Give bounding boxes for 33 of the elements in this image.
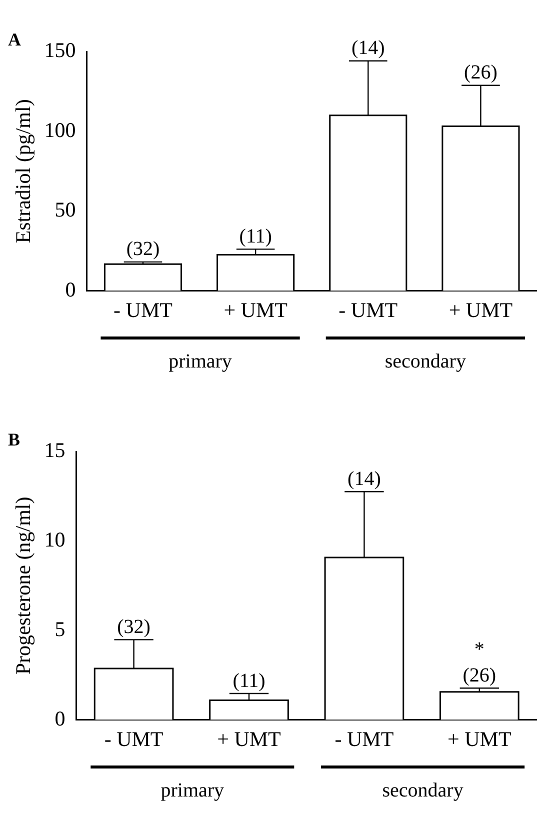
- x-tick-label: + UMT: [224, 298, 288, 322]
- chart-title: A: [8, 29, 21, 50]
- y-axis-title: Progesterone (ng/ml): [11, 496, 36, 675]
- annotation: (14): [348, 468, 381, 490]
- annotation: (32): [126, 238, 160, 260]
- text: primary: [160, 779, 224, 802]
- y-tick-label: 50: [54, 198, 76, 222]
- y-tick-label: 10: [44, 528, 66, 552]
- x-tick-label: - UMT: [114, 298, 173, 322]
- y-tick-label: 0: [54, 706, 66, 730]
- annotation: (11): [239, 225, 272, 248]
- text: primary: [168, 350, 232, 372]
- x-tick-label: - UMT: [104, 726, 164, 751]
- y-tick-label: 100: [44, 118, 76, 142]
- x-tick-label: + UMT: [448, 298, 513, 322]
- annotation: (26): [464, 62, 498, 84]
- chart-title: B: [8, 429, 20, 450]
- text: secondary: [384, 350, 466, 372]
- annotation: (14): [351, 37, 385, 60]
- y-tick-label: 5: [54, 616, 66, 641]
- x-tick-label: - UMT: [334, 726, 394, 751]
- y-tick-label: 0: [65, 277, 76, 302]
- annotation: (32): [117, 616, 150, 638]
- x-tick-label: + UMT: [448, 726, 512, 751]
- annotation: (11): [232, 670, 266, 692]
- x-tick-label: - UMT: [338, 298, 398, 322]
- x-tick-label: + UMT: [217, 726, 282, 751]
- text: secondary: [382, 779, 464, 802]
- y-axis-title: Estradiol (pg/ml): [11, 99, 36, 244]
- annotation: (26): [462, 664, 496, 686]
- y-tick-label: 150: [44, 38, 76, 62]
- annotation: *: [474, 638, 484, 660]
- y-tick-label: 15: [44, 438, 66, 462]
